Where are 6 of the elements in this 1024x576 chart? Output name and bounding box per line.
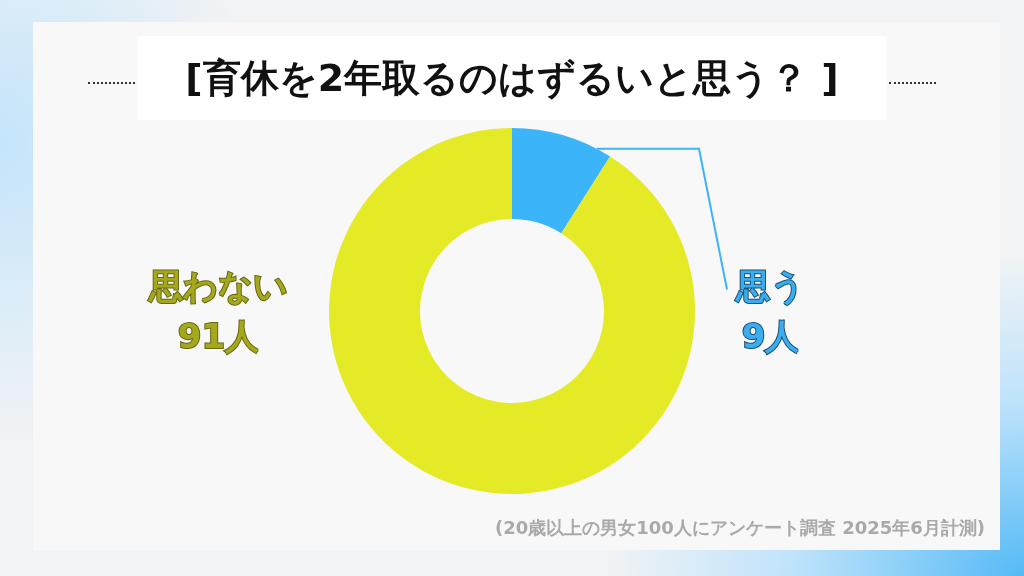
chart-title: [育休を2年取るのはずるいと思う？ ] bbox=[185, 56, 839, 100]
slice-label: 思う bbox=[734, 266, 805, 306]
data-label: 9人 bbox=[741, 316, 801, 356]
slice-label: 思わない bbox=[147, 266, 288, 306]
text: (20歳以上の男女100人にアンケート調査 2025年6月計測) bbox=[495, 516, 985, 538]
data-label: 91人 bbox=[177, 316, 261, 356]
